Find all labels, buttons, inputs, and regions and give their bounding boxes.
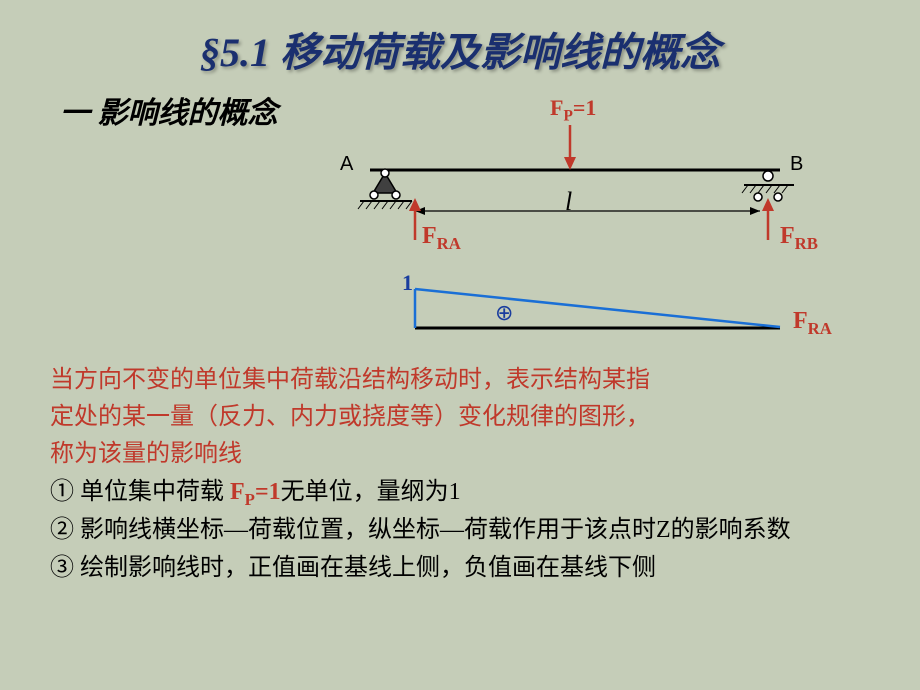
reaction-a-head — [409, 198, 421, 211]
definition-line2: 定处的某一量（反力、内力或挠度等）变化规律的图形， — [50, 399, 880, 436]
slide-title: §5.1 移动荷载及影响线的概念 — [40, 20, 880, 78]
unit-one-label: 1 — [402, 270, 413, 296]
support-a-pin — [381, 169, 389, 177]
reaction-b-head — [762, 198, 774, 211]
beam-svg — [330, 95, 830, 345]
support-a-roll2 — [392, 191, 400, 199]
support-b-roll2 — [774, 193, 782, 201]
definition-line3: 称为该量的影响线 — [50, 436, 880, 473]
il-diagonal — [415, 289, 780, 327]
support-b-roll1 — [754, 193, 762, 201]
text-block: 当方向不变的单位集中荷载沿结构移动时，表示结构某指 定处的某一量（反力、内力或挠… — [20, 362, 900, 587]
definition-line1: 当方向不变的单位集中荷载沿结构移动时，表示结构某指 — [50, 362, 880, 399]
span-arrow-right — [750, 207, 760, 215]
support-a-roll1 — [370, 191, 378, 199]
point-a-label: A — [340, 153, 353, 176]
support-b-pin — [763, 171, 773, 181]
point-b-label: B — [790, 153, 803, 176]
note-item-2: ② 影响线横坐标—荷载位置，纵坐标—荷载作用于该点时Z的影响系数 — [50, 512, 880, 549]
slide: §5.1 移动荷载及影响线的概念 一 影响线的概念 FP=1 — [0, 0, 920, 690]
reaction-b-label: FRB — [780, 223, 818, 254]
note-item-3: ③ 绘制影响线时，正值画在基线上侧，负值画在基线下侧 — [50, 550, 880, 587]
note-item-1: ① 单位集中荷载 FP=1无单位，量纲为1 — [50, 474, 880, 513]
beam-diagram: FP=1 — [330, 95, 830, 345]
load-arrow-head — [564, 157, 576, 170]
fp-inline: FP=1 — [230, 479, 281, 505]
span-l-label: l — [565, 187, 572, 217]
il-fra-label: FRA — [793, 308, 832, 339]
plus-symbol: ⊕ — [495, 300, 513, 326]
reaction-a-label: FRA — [422, 223, 461, 254]
